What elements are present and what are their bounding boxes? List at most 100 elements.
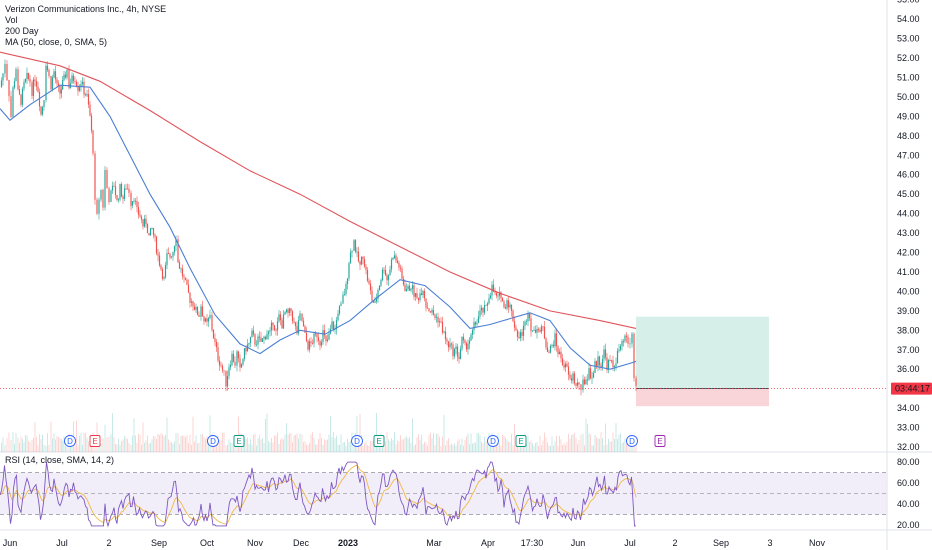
candle-body xyxy=(473,322,475,330)
candle-body xyxy=(542,326,544,328)
candle-body xyxy=(357,251,360,262)
volume-bar xyxy=(599,438,600,452)
candle-body xyxy=(612,360,614,367)
volume-bar xyxy=(322,444,324,452)
volume-bar xyxy=(135,435,136,452)
volume-bar xyxy=(231,442,233,452)
candle-body xyxy=(214,338,216,342)
candle-body xyxy=(128,188,130,193)
volume-bar xyxy=(365,441,367,452)
candle-body xyxy=(83,81,85,95)
price-tick-label: 53.00 xyxy=(897,34,920,44)
volume-bar xyxy=(593,445,594,452)
candle-body xyxy=(402,278,405,285)
candle-body xyxy=(453,349,456,357)
volume-bar xyxy=(359,414,361,452)
candle-body xyxy=(479,310,481,317)
candle-body xyxy=(21,88,24,105)
volume-bar xyxy=(162,434,163,452)
candle-body xyxy=(187,284,190,293)
volume-bar xyxy=(457,441,458,452)
volume-bar xyxy=(250,439,251,452)
candle-body xyxy=(408,285,411,291)
volume-bar xyxy=(511,433,512,452)
volume-bar xyxy=(602,438,603,452)
candle-body xyxy=(140,216,143,220)
volume-bar xyxy=(175,432,177,452)
candle-body xyxy=(296,326,298,334)
volume-bar xyxy=(141,444,142,452)
volume-bar xyxy=(587,423,588,452)
volume-bar xyxy=(76,420,77,452)
volume-bar xyxy=(572,434,574,452)
candle-body xyxy=(438,321,441,323)
volume-bar xyxy=(321,437,322,452)
candle-body xyxy=(180,268,182,270)
dividend-marker xyxy=(487,435,499,447)
volume-bar xyxy=(104,424,106,452)
candle-body xyxy=(503,301,505,308)
candle-body xyxy=(404,284,406,291)
time-tick-label: Oct xyxy=(200,538,215,548)
candle-body xyxy=(480,307,483,311)
volume-bar xyxy=(327,439,328,452)
candle-body xyxy=(305,332,308,341)
candle-body xyxy=(506,300,508,309)
candle-body xyxy=(374,301,376,303)
candle-body xyxy=(488,298,490,304)
candle-body xyxy=(476,323,478,325)
candle-body xyxy=(32,79,35,96)
volume-bar xyxy=(28,440,29,452)
candle-body xyxy=(59,86,61,94)
legend-ma-50[interactable]: MA (50, close, 0, SMA, 5) xyxy=(5,37,108,47)
volume-bar xyxy=(58,437,59,452)
volume-bar xyxy=(469,444,470,452)
candle-body xyxy=(467,343,469,350)
price-tick-label: 39.00 xyxy=(897,306,920,316)
time-tick-label: 2 xyxy=(672,538,677,548)
volume-bar xyxy=(15,433,17,452)
candle-body xyxy=(236,351,238,366)
candle-body xyxy=(560,351,562,359)
volume-bar xyxy=(503,436,505,452)
candle-body xyxy=(4,63,6,74)
candle-body xyxy=(272,322,274,326)
legend-volume[interactable]: Vol xyxy=(5,15,18,25)
volume-bar xyxy=(551,436,553,452)
volume-bar xyxy=(508,441,509,452)
earnings-marker xyxy=(654,435,666,447)
price-candles xyxy=(0,59,637,396)
volume-bar xyxy=(160,433,162,452)
candle-body xyxy=(106,169,108,189)
candle-body xyxy=(566,363,568,367)
volume-bar xyxy=(499,443,500,452)
candle-body xyxy=(92,130,94,154)
time-tick-label: 3 xyxy=(767,538,772,548)
legend-200-day[interactable]: 200 Day xyxy=(5,26,39,36)
rsi-pane xyxy=(0,461,887,528)
candle-body xyxy=(410,288,412,291)
candle-body xyxy=(492,284,495,292)
volume-bar xyxy=(80,432,82,452)
candle-body xyxy=(334,329,336,331)
volume-bar xyxy=(251,444,253,452)
volume-bar xyxy=(153,436,154,452)
volume-bar xyxy=(268,440,269,452)
candle-body xyxy=(133,200,135,202)
volume-bar xyxy=(324,439,325,452)
volume-bar xyxy=(502,434,503,452)
volume-bar xyxy=(568,433,569,452)
volume-bar xyxy=(124,435,125,452)
volume-bar xyxy=(544,432,545,452)
candle-body xyxy=(96,199,98,214)
candle-body xyxy=(456,346,459,357)
volume-bar xyxy=(433,432,434,452)
volume-bar xyxy=(615,423,617,452)
candle-body xyxy=(43,100,45,108)
candle-body xyxy=(618,349,620,351)
legend-rsi[interactable]: RSI (14, close, SMA, 14, 2) xyxy=(5,455,115,465)
volume-bar xyxy=(62,440,64,452)
volume-bar xyxy=(8,432,10,452)
